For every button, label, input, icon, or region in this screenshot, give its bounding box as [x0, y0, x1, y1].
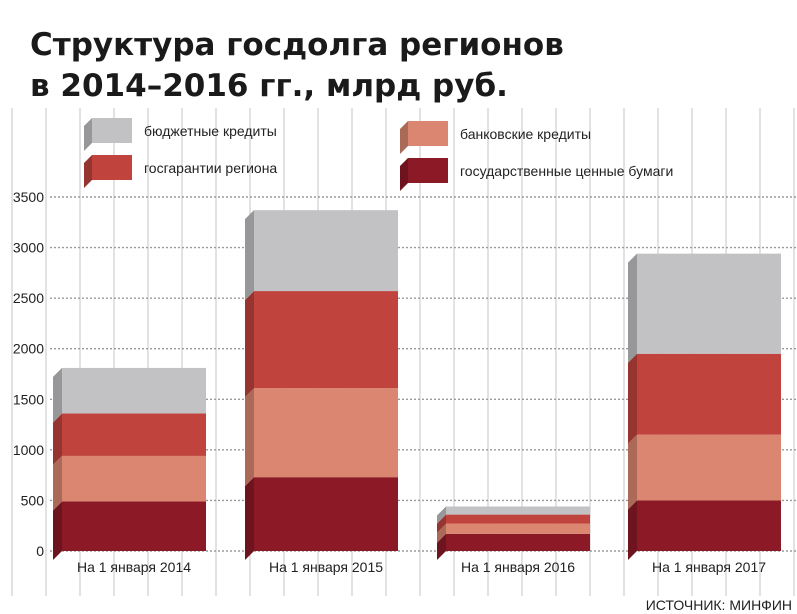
bar-segment [637, 253, 781, 354]
legend-label: бюджетные кредиты [144, 123, 277, 139]
bar-stack [628, 253, 781, 560]
bar-segment-side [245, 477, 254, 560]
y-tick-label: 3500 [13, 189, 44, 205]
bar-segment [446, 533, 590, 551]
bar-segment [446, 523, 590, 534]
y-axis-ticks: 0 500 1000 1500 2000 2500 3000 3500 [13, 189, 44, 559]
bar-segment-side [628, 253, 637, 363]
chart-title-line-1: Структура госдолга регионов [30, 27, 564, 63]
bar-segment [62, 413, 206, 456]
bar-stack [437, 506, 590, 560]
bar-segment [254, 291, 398, 389]
bar-stack [245, 210, 398, 560]
y-tick-label: 2000 [13, 341, 44, 357]
bar-segment-side [437, 523, 446, 543]
legend-swatch-side [400, 121, 408, 154]
bar-segment-side [245, 210, 254, 301]
legend-label: госгарантии региона [144, 160, 277, 176]
legend-swatch-side [84, 118, 92, 151]
legend-swatch [92, 118, 132, 143]
x-axis-categories: На 1 января 2014 На 1 января 2015 На 1 янв… [77, 559, 766, 575]
legend-label: банковские кредиты [460, 126, 591, 142]
bar-segment-side [53, 455, 62, 511]
source-note: ИСТОЧНИК: МИНФИН [646, 597, 792, 613]
chart-title-line-2: в 2014–2016 гг., млрд руб. [30, 68, 508, 104]
bar-segment [637, 500, 781, 551]
bar-segment-side [245, 291, 254, 398]
bar-segment-side [53, 367, 62, 423]
legend-swatch [92, 155, 132, 180]
y-tick-label: 500 [21, 492, 45, 508]
bar-segment-side [53, 501, 62, 560]
bar-segment [446, 506, 590, 515]
y-tick-label: 3000 [13, 240, 44, 256]
bar-segment-side [628, 353, 637, 444]
bar-segment-side [628, 500, 637, 560]
bar-segment [254, 388, 398, 478]
legend-item: государственные ценные бумаги [400, 158, 673, 191]
y-tick-label: 2500 [13, 290, 44, 306]
bar-stack [53, 367, 206, 560]
y-tick-label: 1500 [13, 391, 44, 407]
legend-item: банковские кредиты [400, 121, 591, 154]
bar-segment [637, 353, 781, 435]
bar-segment [254, 477, 398, 551]
legend-item: госгарантии региона [84, 155, 277, 188]
bar-segment-side [245, 388, 254, 487]
bar-segment [637, 434, 781, 501]
x-category-label: На 1 января 2016 [461, 559, 575, 575]
x-category-label: На 1 января 2017 [652, 559, 766, 575]
bar-segment-side [437, 533, 446, 560]
bar-segment [446, 514, 590, 524]
bar-segment [62, 367, 206, 414]
legend-item: бюджетные кредиты [84, 118, 277, 151]
bar-segment [62, 455, 206, 502]
bar-segment [62, 501, 206, 551]
x-category-label: На 1 января 2014 [77, 559, 191, 575]
x-category-label: На 1 января 2015 [269, 559, 383, 575]
bar-segment-side [437, 514, 446, 533]
title-box: Структура госдолга регионов в 2014–2016 … [0, 18, 775, 108]
y-tick-label: 1000 [13, 442, 44, 458]
y-tick-label: 0 [36, 543, 44, 559]
bars [53, 210, 781, 560]
bar-segment-side [437, 506, 446, 524]
title-background [0, 18, 775, 108]
bar-segment [254, 210, 398, 292]
legend: бюджетные кредиты банковские кредиты госга… [84, 118, 673, 191]
bar-segment-side [628, 434, 637, 510]
legend-swatch-side [400, 158, 408, 191]
legend-label: государственные ценные бумаги [460, 163, 673, 179]
bar-segment-side [53, 413, 62, 465]
legend-swatch-side [84, 155, 92, 188]
legend-swatch [408, 158, 448, 183]
legend-swatch [408, 121, 448, 146]
